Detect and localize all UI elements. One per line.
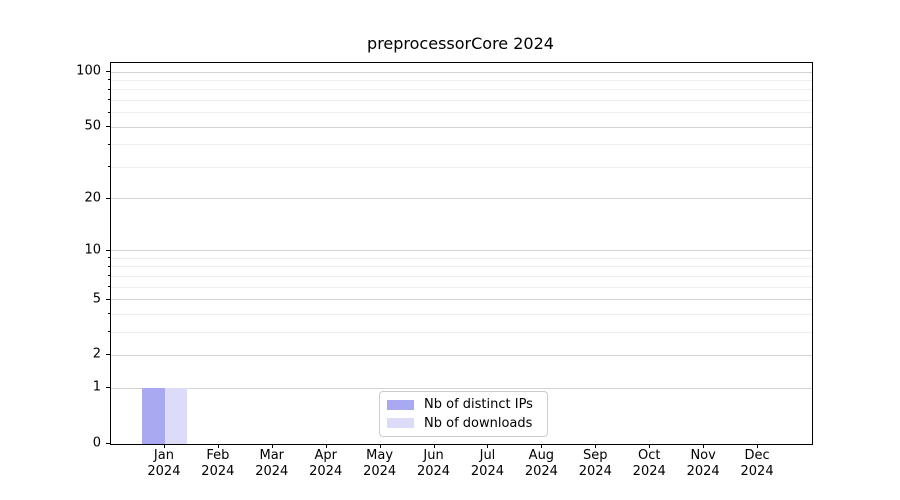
legend-swatch-distinct-ips [387,399,414,410]
x-tick-label-line: 2024 [740,464,774,479]
legend: Nb of distinct IPs Nb of downloads [379,391,548,437]
x-tick-label-dec: Dec 2024 [741,448,774,480]
y-minor-tick [108,88,110,90]
y-minor-tick [108,111,110,113]
x-tick-label-jul: Jul 2024 [471,448,504,480]
x-tick-label-line: Feb [206,448,230,463]
chart-title: preprocessorCore 2024 [367,34,554,53]
major-gridline [111,71,812,73]
y-major-tick [106,197,110,199]
minor-gridline [111,89,812,91]
x-tick-label-line: 2024 [578,464,612,479]
y-minor-tick [108,99,110,101]
x-tick-label-line: Jul [479,448,496,463]
x-tick-label-jan: Jan 2024 [147,448,180,480]
y-major-tick [106,354,110,356]
x-tick-label-mar: Mar 2024 [255,448,288,480]
y-tick-label: 2 [92,346,101,362]
minor-gridline [111,286,812,288]
minor-gridline [111,99,812,101]
bar-distinct-ips-jan [142,388,165,444]
minor-gridline [111,331,812,333]
major-gridline [111,250,812,252]
x-tick-label-line: 2024 [363,464,397,479]
x-tick-label-oct: Oct 2024 [633,448,666,480]
minor-gridline [111,266,812,268]
x-tick-label-feb: Feb 2024 [201,448,234,480]
x-tick-label-line: 2024 [309,464,343,479]
y-tick-label: 20 [84,190,101,206]
x-tick-label-line: 2024 [416,464,451,479]
minor-gridline [111,257,812,259]
x-tick-label-line: 2024 [632,464,666,479]
major-gridline [111,387,812,389]
y-minor-tick [108,143,110,145]
legend-swatch-downloads [387,418,414,429]
major-gridline [111,354,812,356]
y-minor-tick [108,331,110,333]
x-tick-label-line: Apr [314,448,337,463]
x-tick-label-may: May 2024 [363,448,396,480]
x-tick-label-nov: Nov 2024 [687,448,720,480]
y-major-tick [106,443,110,444]
y-minor-tick [108,265,110,267]
legend-item-distinct-ips: Nb of distinct IPs [387,397,539,412]
legend-item-downloads: Nb of downloads [387,416,539,431]
y-minor-tick [108,166,110,168]
x-tick-label-line: Aug [528,448,555,463]
y-minor-tick [108,257,110,259]
x-tick-label-line: Sep [583,448,608,463]
x-tick-label-line: 2024 [686,464,720,479]
major-gridline [111,299,812,301]
x-tick-label-line: 2024 [524,464,558,479]
minor-gridline [111,79,812,81]
y-minor-tick [108,275,110,277]
minor-gridline [111,112,812,114]
x-tick-label-line: Jun [423,448,444,463]
y-tick-label: 10 [84,242,101,258]
minor-gridline [111,166,812,168]
x-tick-label-sep: Sep 2024 [579,448,612,480]
x-tick-label-line: 2024 [470,464,504,479]
x-tick-label-line: Dec [744,448,770,463]
x-tick-label-line: Nov [690,448,716,463]
y-minor-tick [108,286,110,288]
major-gridline [111,126,812,128]
minor-gridline [111,313,812,315]
y-tick-label: 0 [92,435,101,451]
y-major-tick [106,387,110,389]
x-tick-label-line: 2024 [255,464,289,479]
y-minor-tick [108,313,110,315]
y-tick-label: 1 [92,379,101,395]
x-tick-label-line: Oct [637,448,661,463]
minor-gridline [111,275,812,277]
x-tick-label-apr: Apr 2024 [309,448,342,480]
plot-area: Nb of distinct IPs Nb of downloads [110,62,813,445]
major-gridline [111,198,812,200]
x-tick-label-line: 2024 [201,464,235,479]
x-tick-label-aug: Aug 2024 [525,448,558,480]
bar-downloads-jan [164,388,188,444]
y-major-tick [106,298,110,300]
y-axis: 0 1 2 5 10 20 50 100 [0,62,110,451]
x-tick-label-line: Mar [259,448,285,463]
legend-label-distinct-ips: Nb of distinct IPs [424,397,533,413]
y-major-tick [106,126,110,128]
y-tick-label: 5 [92,291,101,307]
y-major-tick [106,249,110,251]
minor-gridline [111,144,812,146]
y-major-tick [106,71,110,73]
legend-label-downloads: Nb of downloads [424,415,533,431]
x-tick-label-line: 2024 [147,464,181,479]
x-tick-label-line: May [366,448,394,463]
y-minor-tick [108,79,110,81]
x-tick-label-jun: Jun 2024 [417,448,450,480]
y-tick-label: 100 [76,63,101,79]
y-tick-label: 50 [84,118,101,134]
x-tick-label-line: Jan [153,448,174,463]
